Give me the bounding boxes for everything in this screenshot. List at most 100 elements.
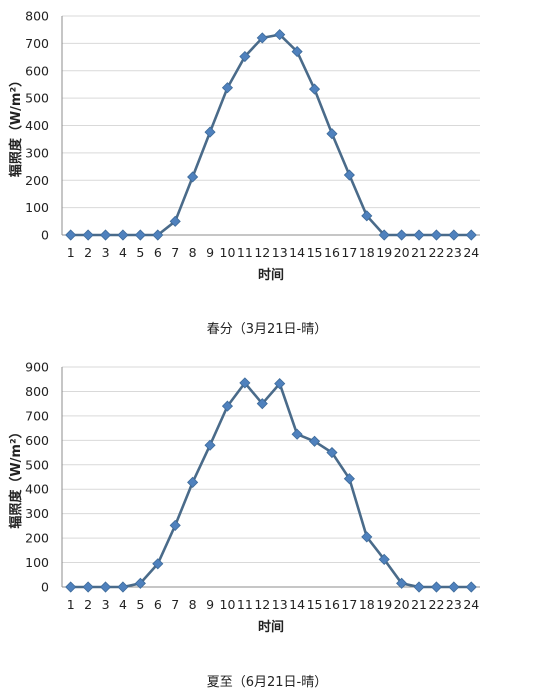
x-tick-label: 12	[254, 597, 270, 612]
data-point	[448, 581, 460, 593]
x-tick-label: 19	[376, 245, 392, 260]
data-point	[361, 210, 373, 222]
chart-panel-spring: 0 100 200 300 400 500 600 700 800 1 2 3 4 5 6 7 8 9 10 11 12…	[0, 0, 534, 345]
y-tick-label: 300	[25, 145, 49, 160]
x-tick-label: 23	[446, 245, 462, 260]
data-point	[413, 229, 425, 241]
x-tick-label: 9	[206, 245, 214, 260]
data-point	[430, 581, 443, 593]
data-point	[256, 398, 268, 410]
x-tick-label: 2	[84, 245, 92, 260]
chart-caption: 夏至（6月21日-晴）	[206, 675, 328, 690]
x-tick-label: 22	[429, 245, 445, 260]
y-tick-label: 100	[25, 555, 49, 570]
y-tick-label: 500	[25, 91, 49, 106]
data-point	[134, 229, 146, 241]
x-tick-label: 9	[206, 597, 214, 612]
x-tick-label: 23	[446, 597, 462, 612]
data-point	[465, 229, 477, 241]
data-point	[221, 400, 234, 412]
data-point	[343, 169, 355, 181]
y-tick-label: 700	[25, 408, 49, 423]
y-axis-title: 辐照度（W/m²）	[8, 74, 24, 177]
data-point	[413, 581, 425, 593]
data-point	[204, 126, 216, 138]
x-tick-label: 10	[220, 597, 236, 612]
data-point	[326, 446, 338, 459]
data-point	[396, 229, 408, 241]
chart-panel-summer: 0 100 200 300 400 500 600 700 800 900 1 2 3 4 5 6 7 8 9 10 1…	[0, 355, 534, 695]
data-point	[274, 378, 286, 390]
x-tick-label: 20	[394, 245, 410, 260]
x-tick-label: 12	[254, 245, 270, 260]
x-tick-label: 1	[67, 597, 75, 612]
y-tick-label: 600	[25, 63, 49, 78]
data-point	[99, 581, 112, 593]
series-line	[70, 381, 472, 589]
data-point	[465, 581, 477, 593]
data-point	[152, 558, 164, 570]
y-tick-label: 500	[25, 457, 49, 472]
x-tick-label: 18	[359, 597, 375, 612]
y-tick-label: 100	[25, 200, 49, 215]
data-point	[256, 32, 268, 44]
x-tick-label: 4	[119, 597, 127, 612]
x-tick-label: 15	[307, 597, 323, 612]
data-point	[239, 50, 251, 63]
x-tick-label: 24	[463, 245, 479, 260]
x-tick-label: 16	[324, 597, 340, 612]
x-tick-label: 16	[324, 245, 340, 260]
data-point	[152, 229, 164, 241]
y-tick-label: 0	[41, 228, 49, 243]
data-point	[221, 82, 234, 94]
data-point	[82, 581, 94, 593]
x-tick-label: 18	[359, 245, 375, 260]
data-point	[378, 553, 390, 565]
data-point	[326, 128, 338, 140]
x-tick-label: 15	[307, 245, 323, 260]
data-point	[169, 519, 181, 531]
x-tick-label: 7	[171, 245, 179, 260]
x-tick-label: 3	[102, 245, 110, 260]
x-tick-label: 19	[376, 597, 392, 612]
y-tick-label: 400	[25, 118, 49, 133]
data-point	[430, 229, 443, 241]
data-point	[204, 439, 216, 451]
data-point	[117, 581, 129, 593]
data-point	[169, 215, 181, 227]
x-tick-label: 2	[84, 597, 92, 612]
x-tick-label: 11	[237, 245, 253, 260]
data-point	[378, 229, 390, 241]
x-tick-label: 10	[220, 245, 236, 260]
x-tick-label: 17	[341, 597, 357, 612]
x-tick-label: 1	[67, 245, 75, 260]
data-point	[82, 229, 94, 241]
data-point	[187, 171, 199, 183]
x-tick-label: 21	[411, 597, 427, 612]
data-point	[117, 229, 129, 241]
data-point	[308, 435, 321, 447]
y-tick-label: 700	[25, 36, 49, 51]
data-point	[239, 377, 251, 389]
data-point	[274, 29, 286, 41]
x-axis-title: 时间	[258, 619, 284, 635]
y-tick-label: 300	[25, 506, 49, 521]
y-tick-label: 600	[25, 433, 49, 448]
x-tick-label: 22	[429, 597, 445, 612]
x-tick-label: 21	[411, 245, 427, 260]
data-point	[291, 428, 303, 440]
y-tick-label: 0	[41, 580, 49, 595]
x-tick-label: 14	[289, 597, 305, 612]
data-point	[343, 473, 355, 485]
x-tick-label: 7	[171, 597, 179, 612]
x-tick-label: 5	[136, 245, 144, 260]
data-point	[65, 229, 77, 241]
chart-caption: 春分（3月21日-晴）	[206, 322, 328, 337]
data-point	[99, 229, 112, 241]
data-point	[361, 531, 373, 543]
data-point	[187, 476, 199, 488]
y-tick-label: 200	[25, 173, 49, 188]
y-tick-label: 800	[25, 384, 49, 399]
x-tick-label: 5	[136, 597, 144, 612]
